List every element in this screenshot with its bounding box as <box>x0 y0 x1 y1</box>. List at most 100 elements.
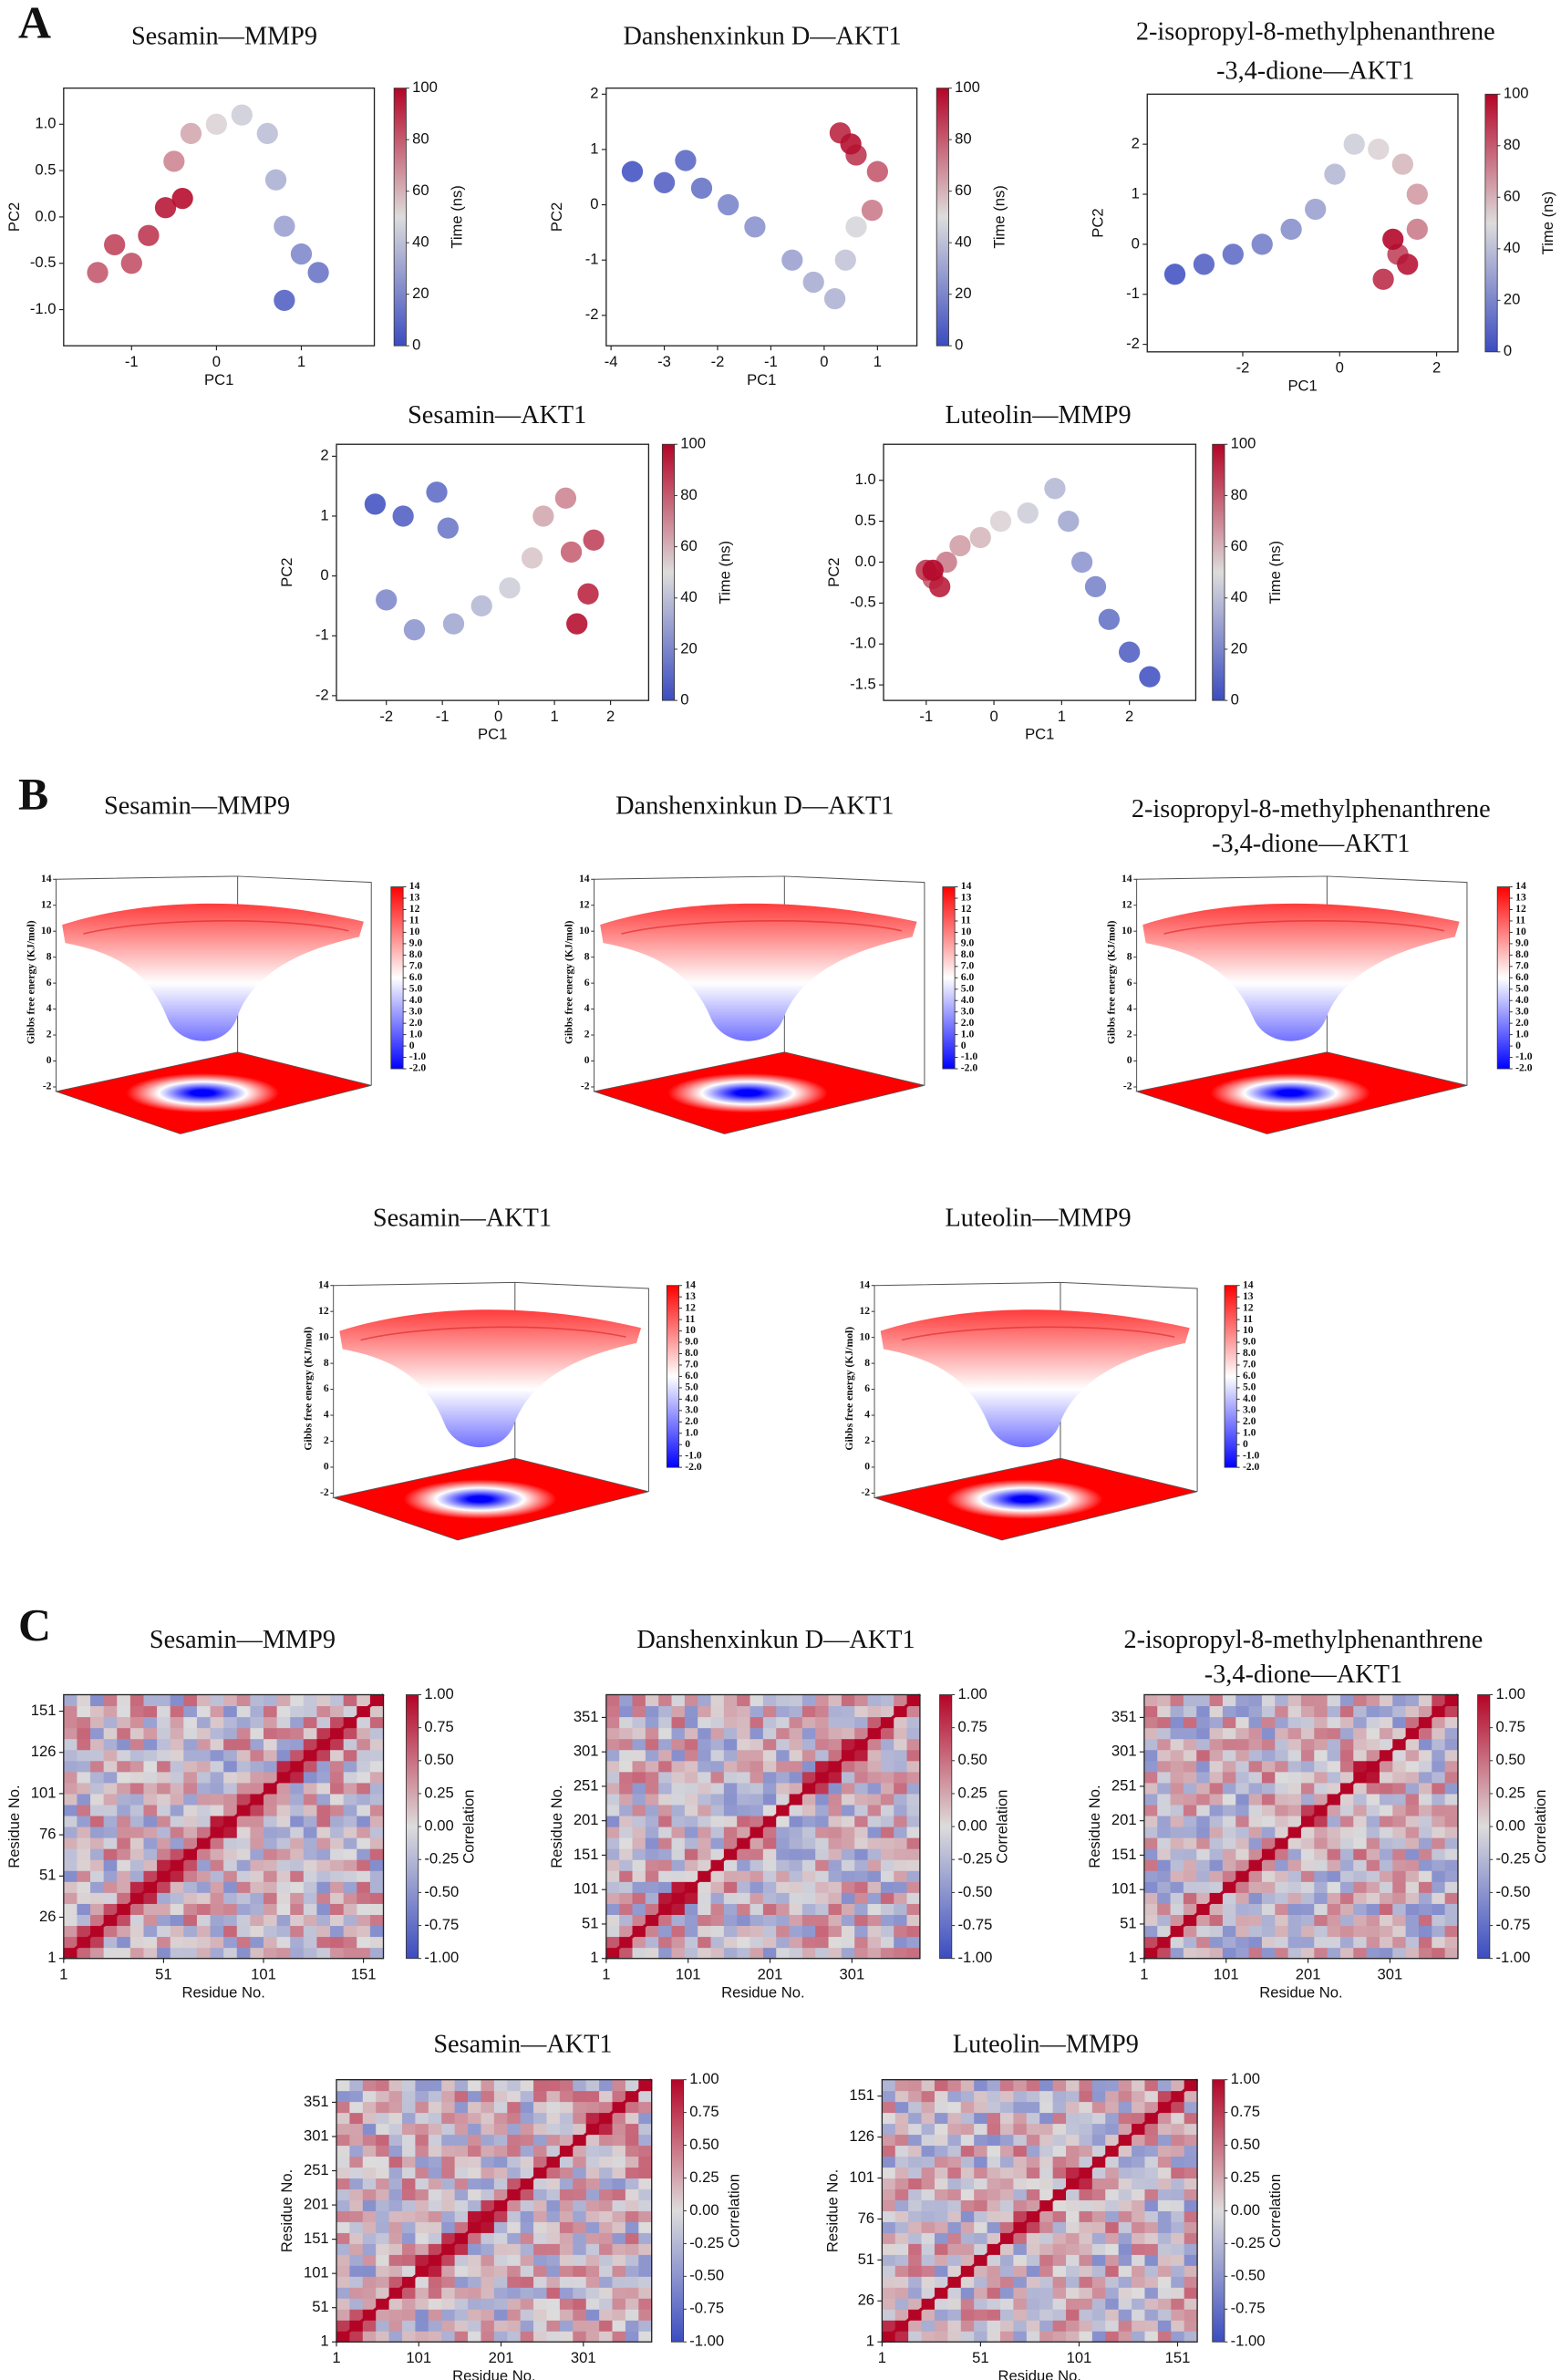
heatmap-texture <box>698 1716 712 1729</box>
colorbar-tick-label: -0.75 <box>424 1916 459 1933</box>
heatmap-texture <box>723 1727 738 1740</box>
heatmap-texture <box>129 1837 144 1849</box>
heatmap-texture <box>723 1947 738 1960</box>
heatmap-texture <box>573 2210 587 2222</box>
heatmap-texture <box>573 2232 587 2244</box>
heatmap-texture <box>974 2287 988 2299</box>
heatmap-texture <box>330 1826 345 1838</box>
heatmap-texture <box>415 2189 429 2200</box>
heatmap-texture <box>276 1826 291 1838</box>
heatmap-texture <box>1157 1947 1172 1960</box>
heatmap-texture <box>619 1771 634 1784</box>
heatmap-texture <box>1222 1738 1236 1751</box>
heatmap-texture <box>1026 2123 1040 2136</box>
heatmap-texture <box>276 1848 291 1860</box>
heatmap-texture <box>638 2101 653 2114</box>
heatmap-texture <box>357 1947 371 1960</box>
heatmap-texture <box>776 1771 791 1784</box>
heatmap-texture <box>143 1705 158 1718</box>
heatmap-texture <box>236 1793 251 1806</box>
heatmap-texture <box>493 2123 508 2136</box>
heatmap-texture <box>170 1705 184 1718</box>
heatmap-texture <box>1300 1936 1315 1949</box>
heatmap-texture <box>612 2112 626 2125</box>
colorbar-tick-label: 2.0 <box>685 1415 698 1427</box>
heatmap-texture <box>236 1694 251 1707</box>
heatmap-texture <box>303 1859 317 1871</box>
heatmap-texture <box>415 2232 429 2244</box>
heatmap-texture <box>493 2167 508 2179</box>
heatmap-texture <box>737 1870 751 1882</box>
heatmap-texture <box>815 1716 830 1729</box>
heatmap-texture <box>1184 2320 1198 2332</box>
heatmap-texture <box>573 2276 587 2288</box>
heatmap-texture <box>1170 1903 1184 1915</box>
heatmap-texture <box>1261 1705 1276 1718</box>
heatmap-texture <box>585 2101 600 2114</box>
heatmap-texture <box>236 1771 251 1784</box>
heatmap-texture <box>671 1760 686 1773</box>
heatmap-texture <box>599 2232 614 2244</box>
heatmap-texture <box>507 2221 522 2233</box>
heatmap-texture <box>749 1870 764 1882</box>
heatmap-texture <box>369 1705 385 1718</box>
heatmap-texture <box>303 1793 317 1806</box>
heatmap-texture <box>894 2287 909 2299</box>
heatmap-texture <box>645 1694 659 1707</box>
heatmap-texture <box>645 1716 659 1729</box>
heatmap-texture <box>987 2210 1001 2222</box>
colorbar-tick-label: 80 <box>680 486 697 503</box>
heatmap-texture <box>210 1760 224 1773</box>
heatmap-texture <box>507 2178 522 2189</box>
colorbar-tick-label: -1.00 <box>689 2333 724 2350</box>
colorbar-tick-label: -0.25 <box>1231 2234 1266 2251</box>
heatmap-texture <box>684 1716 698 1729</box>
heatmap-texture <box>762 1936 777 1949</box>
heatmap-texture <box>612 2265 626 2277</box>
heatmap-texture <box>129 1694 144 1707</box>
plot-frame <box>336 2079 653 2343</box>
heatmap-texture <box>1143 1925 1158 1938</box>
heatmap-texture <box>303 1705 317 1718</box>
heatmap-texture <box>493 2090 508 2103</box>
plot-frame <box>336 443 650 701</box>
heatmap-texture <box>1432 1925 1446 1938</box>
scatter-point <box>554 487 577 509</box>
colorbar-tick-label: 4.0 <box>1515 994 1529 1006</box>
heatmap-texture <box>710 1694 725 1707</box>
heatmap-texture <box>77 1848 91 1860</box>
heatmap-texture <box>1157 2265 1172 2277</box>
heatmap-texture <box>415 2079 429 2092</box>
heatmap-texture <box>854 1816 869 1827</box>
heatmap-texture <box>157 1816 171 1827</box>
heatmap-texture <box>1300 1738 1315 1751</box>
heatmap-texture <box>183 1892 198 1904</box>
heatmap-texture <box>210 1936 224 1949</box>
heatmap-texture <box>481 2331 495 2343</box>
heatmap-texture <box>402 2309 416 2321</box>
heatmap-texture <box>723 1881 738 1893</box>
heatmap-texture <box>710 1892 725 1904</box>
heatmap-texture <box>762 1925 777 1938</box>
heatmap-texture <box>947 2112 962 2125</box>
heatmap-texture <box>841 1947 855 1960</box>
scatter-point <box>1058 510 1080 533</box>
surface-rim <box>360 1326 626 1341</box>
scatter-point <box>560 541 583 563</box>
heatmap-texture <box>63 1848 78 1860</box>
heatmap-texture <box>303 1727 317 1740</box>
heatmap-texture <box>1392 1749 1407 1762</box>
colorbar-tick-label: 1.00 <box>689 2070 718 2087</box>
heatmap-texture <box>599 2199 614 2211</box>
heatmap-texture <box>645 1870 659 1882</box>
heatmap-texture <box>1052 2134 1067 2147</box>
y-tick-label: 1 <box>590 140 598 157</box>
colorbar <box>1484 93 1498 353</box>
heatmap-texture <box>1222 1848 1236 1860</box>
heatmap-texture <box>1405 1760 1420 1773</box>
heatmap-texture <box>1405 1881 1420 1893</box>
heatmap-texture <box>605 1793 620 1806</box>
heatmap-texture <box>776 1705 791 1718</box>
heatmap-texture <box>428 2331 442 2343</box>
heatmap-texture <box>1300 1925 1315 1938</box>
